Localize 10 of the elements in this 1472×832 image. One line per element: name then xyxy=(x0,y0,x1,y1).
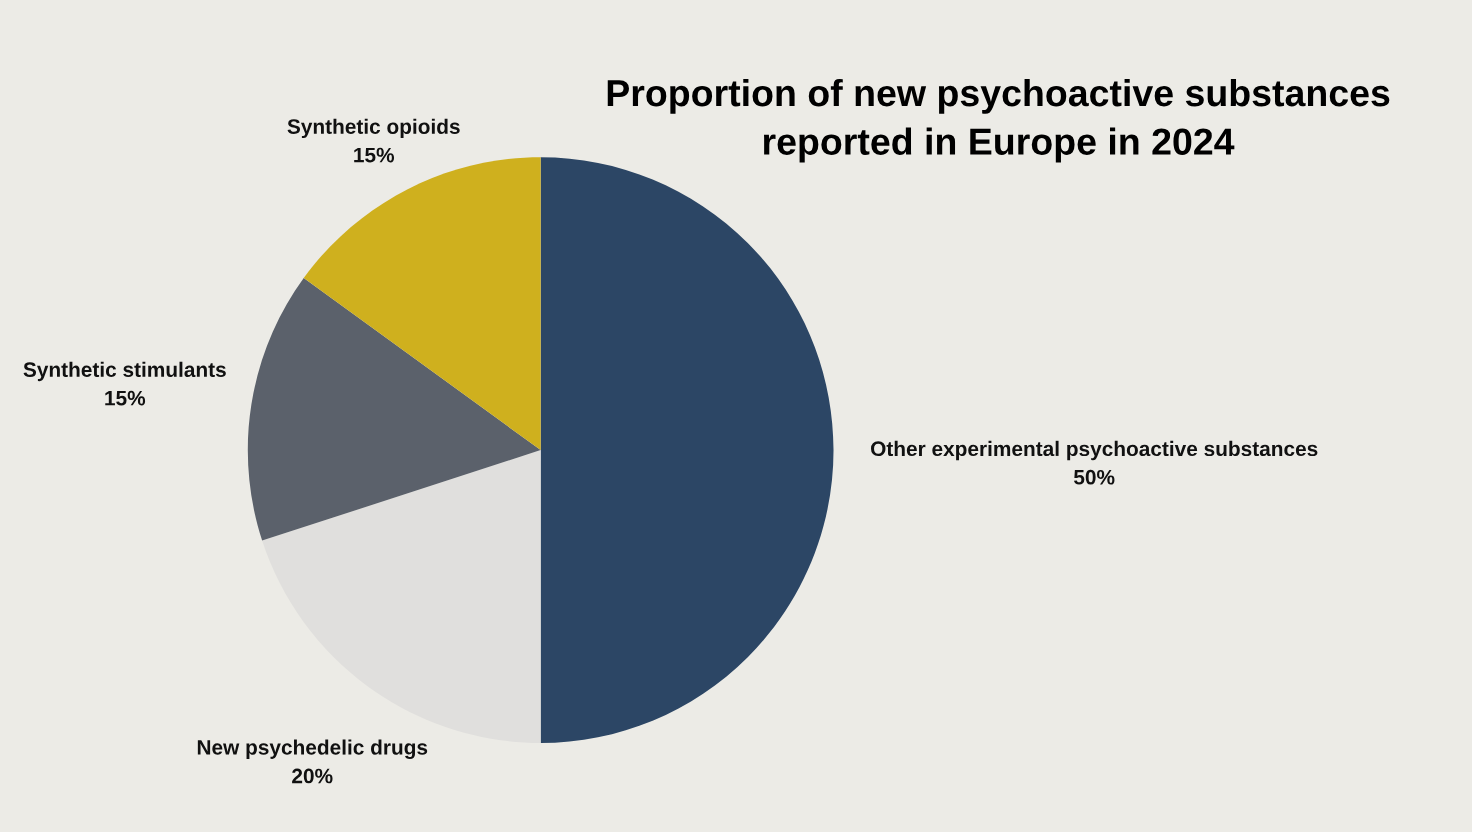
pie-slice xyxy=(247,277,541,541)
data-label: 15% xyxy=(354,147,395,163)
data-label: 20% xyxy=(292,768,333,784)
slice-label: New psychedelic drugs xyxy=(197,739,428,759)
slice-label: Synthetic opioids xyxy=(287,118,460,139)
slice-label: Other experimental psychoactive substances xyxy=(871,440,1318,461)
data-label: 15% xyxy=(105,390,146,406)
slice-label: Synthetic stimulants xyxy=(23,361,226,382)
chart-title: Proportion of new psychoactive substances reported in Europe in 2024 xyxy=(607,78,1390,163)
data-label: 50% xyxy=(1073,469,1115,485)
